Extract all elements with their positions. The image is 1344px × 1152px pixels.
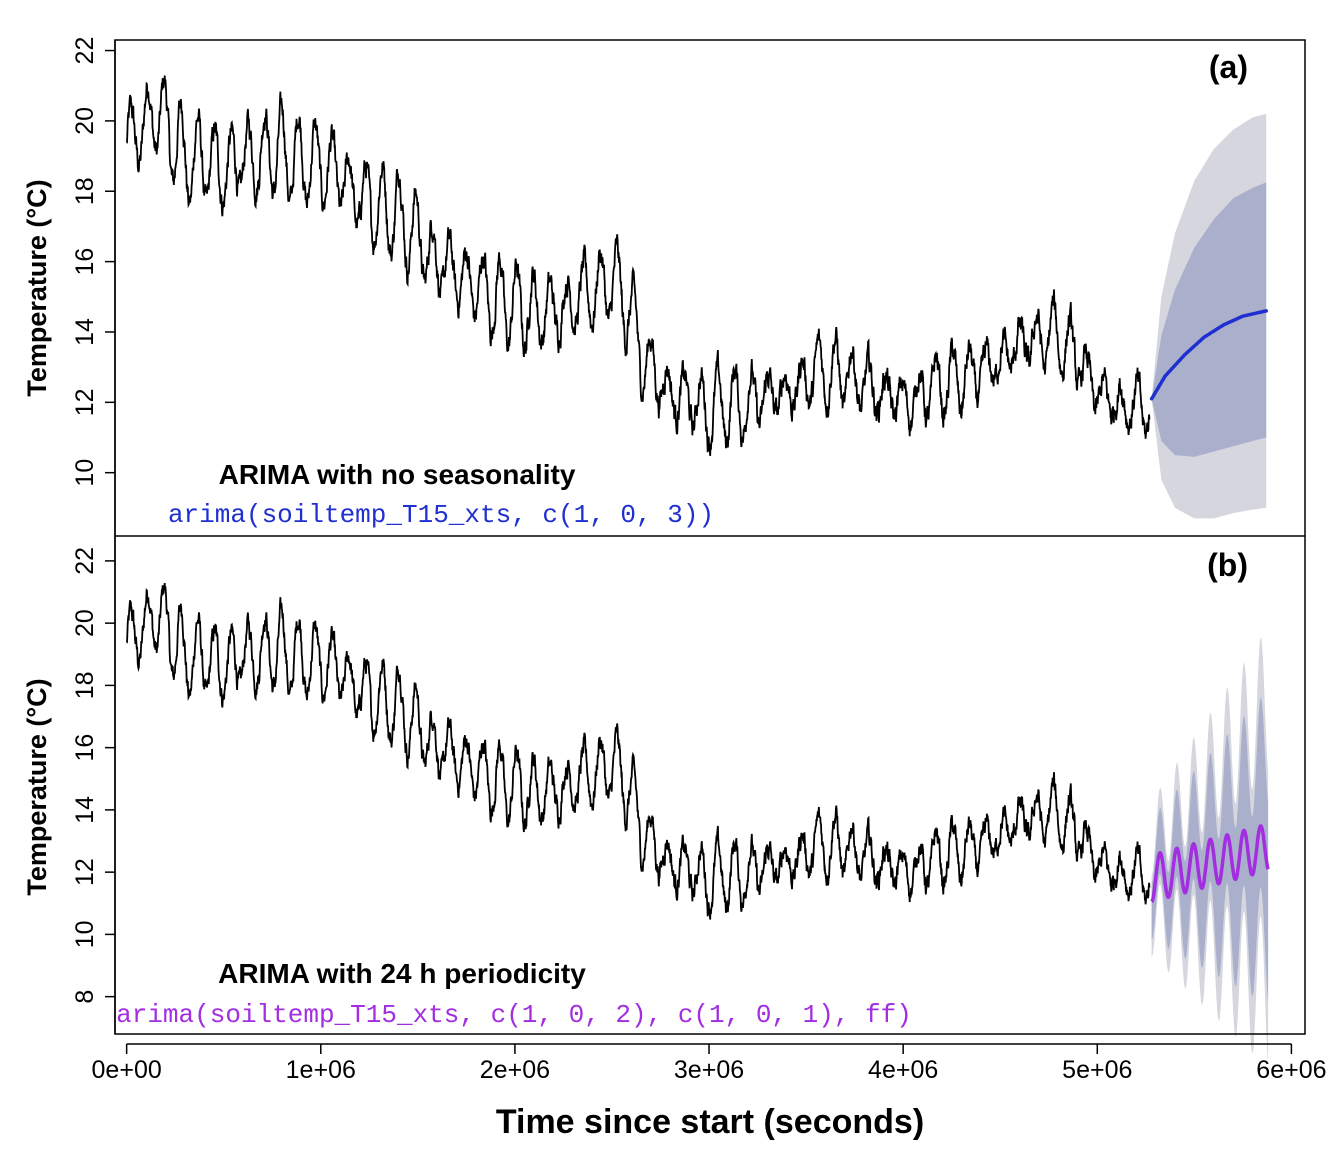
y-tick-label: 14 [71, 318, 99, 346]
panel-a: 10 12 14 16 18 20 22 (a) ARIMA with no seasona… [22, 37, 1268, 536]
y-tick-label: 10 [71, 920, 99, 948]
y-tick-label: 20 [71, 107, 99, 135]
y-tick-label: 16 [71, 734, 99, 762]
x-tick-label: 0e+00 [92, 1056, 162, 1084]
y-tick-label: 16 [71, 248, 99, 276]
x-axis: 0e+00 1e+06 2e+06 3e+06 4e+06 5e+06 6e+06 [92, 1043, 1327, 1084]
y-tick-label: 22 [71, 37, 99, 65]
y-tick-label: 18 [71, 177, 99, 205]
y-tick-label: 22 [71, 547, 99, 575]
annotation-code-b: arima(soiltemp_T15_xts, c(1, 0, 2), c(1,… [116, 1000, 912, 1030]
forecast-inner-band-a [1151, 182, 1267, 457]
panel-b: 8 10 12 14 16 18 20 22 0e+00 1e+06 2e+06 3e+06 4e+0… [22, 536, 1327, 1141]
y-axis-b: 8 10 12 14 16 18 20 22 [71, 547, 115, 1004]
x-axis-label: Time since start (seconds) [496, 1103, 924, 1141]
observed-series-b [126, 582, 1151, 920]
panel-label-a: (a) [1209, 49, 1248, 85]
observed-series-a [126, 75, 1151, 456]
plot-frame [114, 39, 1306, 1035]
forecast-mean-a [1149, 309, 1268, 401]
forecast-bands-a [1151, 113, 1267, 519]
y-tick-label: 20 [71, 609, 99, 637]
panel-label-b: (b) [1207, 547, 1248, 583]
x-tick-label: 5e+06 [1062, 1056, 1132, 1084]
forecast-inner-band-b [1151, 697, 1269, 1002]
y-axis-a: 10 12 14 16 18 20 22 [71, 37, 115, 487]
x-tick-label: 4e+06 [868, 1056, 938, 1084]
x-tick-label: 3e+06 [674, 1056, 744, 1084]
annotation-code-a: arima(soiltemp_T15_xts, c(1, 0, 3)) [168, 500, 714, 530]
annotation-title-a: ARIMA with no seasonality [219, 459, 576, 490]
y-tick-label: 8 [71, 990, 99, 1004]
y-tick-label: 14 [71, 796, 99, 824]
x-tick-label: 2e+06 [480, 1056, 550, 1084]
y-tick-label: 18 [71, 671, 99, 699]
y-axis-label-b: Temperature (°C) [22, 678, 52, 895]
y-axis-label-a: Temperature (°C) [22, 179, 52, 396]
x-tick-label: 1e+06 [286, 1056, 356, 1084]
y-tick-label: 12 [71, 388, 99, 416]
x-tick-label: 6e+06 [1256, 1056, 1326, 1084]
forecast-mean-b [1150, 824, 1270, 904]
y-tick-label: 12 [71, 858, 99, 886]
y-tick-label: 10 [71, 459, 99, 487]
annotation-title-b: ARIMA with 24 h periodicity [218, 958, 586, 989]
forecast-bands-b [1151, 637, 1269, 1064]
